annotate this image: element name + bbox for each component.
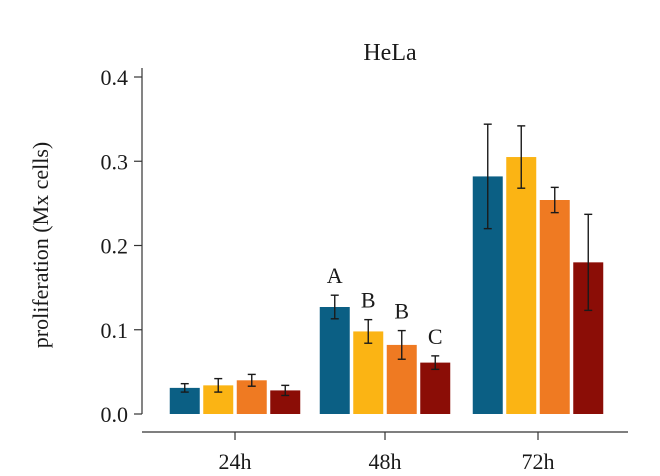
x-tick-label: 48h (369, 449, 402, 474)
y-tick-label: 0.4 (101, 65, 129, 90)
x-axis: 24h 48h 72h (142, 431, 628, 474)
y-axis: 0.0 0.1 0.2 0.3 0.4 (101, 65, 143, 427)
y-tick-label: 0.2 (101, 234, 129, 259)
error-bars-group (180, 123, 593, 397)
y-tick-label: 0.0 (101, 402, 129, 427)
x-tick-label: 72h (522, 449, 555, 474)
bar (539, 200, 570, 414)
annotation-label: A (327, 263, 343, 288)
bar (420, 362, 451, 414)
bars-group (169, 157, 604, 414)
bar (353, 331, 384, 414)
y-tick-label: 0.1 (101, 318, 129, 343)
bar (506, 157, 537, 414)
bar (270, 390, 301, 414)
y-axis-label: proliferation (Mx cells) (28, 142, 53, 349)
y-tick-label: 0.3 (101, 149, 129, 174)
bar (319, 307, 350, 414)
annotation-label: B (394, 299, 409, 324)
annotation-label: C (428, 324, 443, 349)
annotation-label: B (361, 288, 376, 313)
annotations-group: AB BC (327, 263, 443, 349)
chart-title: HeLa (363, 40, 417, 66)
x-tick-label: 24h (219, 449, 252, 474)
